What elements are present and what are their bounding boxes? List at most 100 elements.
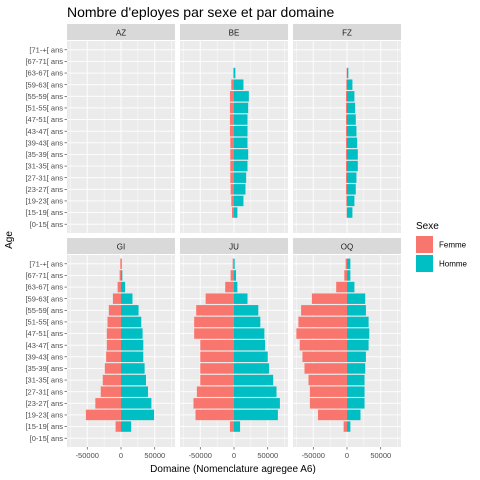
- facet-panel-gi: GI: [67, 238, 175, 447]
- bar-femme: [229, 421, 234, 432]
- bar-femme: [115, 421, 121, 432]
- bar-homme: [347, 421, 351, 432]
- bar-femme: [343, 421, 347, 432]
- bar-homme: [347, 79, 353, 90]
- bar-homme: [234, 328, 265, 339]
- bar-homme: [347, 195, 355, 207]
- bar-femme: [345, 102, 347, 114]
- bar-femme: [196, 305, 234, 316]
- bar-homme: [347, 172, 357, 183]
- bar-femme: [229, 125, 234, 137]
- facet-panel-az: AZ: [67, 24, 175, 233]
- bar-femme: [345, 125, 347, 137]
- bar-femme: [195, 409, 234, 421]
- bar-homme: [121, 328, 143, 339]
- bar-homme: [234, 207, 238, 218]
- y-tick-label: [23-27[ ans: [25, 399, 63, 408]
- bar-homme: [347, 125, 357, 137]
- bar-homme: [234, 258, 235, 270]
- bar-femme: [194, 316, 234, 328]
- bar-homme: [347, 184, 356, 195]
- bar-homme: [121, 293, 133, 304]
- x-tick-label: 50000: [370, 451, 391, 460]
- legend-key-femme: [416, 236, 433, 253]
- y-tick-label: [67-71[ ans: [25, 57, 63, 66]
- legend-label-homme: Homme: [439, 260, 468, 269]
- y-tick-label: [55-59[ ans: [25, 92, 63, 101]
- bar-homme: [347, 91, 355, 102]
- bar-femme: [232, 258, 234, 270]
- facet-strip: [67, 24, 175, 40]
- bar-femme: [344, 270, 347, 281]
- bar-femme: [346, 79, 347, 90]
- bar-femme: [345, 172, 347, 183]
- bar-homme: [234, 67, 236, 79]
- facet-strip-label: GI: [117, 243, 125, 252]
- bar-homme: [121, 316, 142, 328]
- bar-homme: [121, 258, 122, 270]
- chart-title: Nombre d'eployes par sexe et par domaine: [67, 4, 334, 20]
- bar-homme: [234, 386, 277, 397]
- bar-femme: [298, 316, 347, 328]
- x-axis-title: Domaine (Nomenclature agregee A6): [150, 464, 316, 475]
- bar-femme: [193, 398, 234, 409]
- bar-homme: [234, 91, 249, 102]
- bar-homme: [121, 305, 139, 316]
- facet-strip: [293, 24, 401, 40]
- bar-femme: [85, 409, 121, 421]
- bar-femme: [95, 398, 121, 409]
- bar-homme: [347, 351, 366, 363]
- bar-femme: [196, 386, 234, 397]
- bar-homme: [234, 137, 248, 149]
- x-tick-label: 0: [119, 451, 123, 460]
- bar-homme: [347, 363, 366, 374]
- y-tick-label: [23-27[ ans: [25, 185, 63, 194]
- bar-femme: [317, 409, 347, 421]
- bar-femme: [200, 374, 234, 386]
- bar-homme: [121, 339, 144, 351]
- facet-strip: [180, 238, 288, 254]
- facet-panel-be: BE: [180, 24, 288, 233]
- bar-femme: [106, 351, 121, 363]
- bar-homme: [234, 316, 261, 328]
- bar-homme: [347, 207, 353, 218]
- bar-homme: [121, 270, 123, 281]
- bar-femme: [345, 258, 347, 270]
- bar-homme: [347, 281, 355, 293]
- facet-strip-label: OQ: [341, 243, 353, 252]
- y-tick-label: [0-15[ ans: [30, 220, 64, 229]
- bar-homme: [234, 114, 248, 125]
- bar-femme: [309, 386, 347, 397]
- bar-homme: [234, 79, 244, 90]
- bar-femme: [233, 67, 234, 79]
- legend-label-femme: Femme: [439, 241, 467, 250]
- bar-homme: [234, 195, 244, 207]
- y-tick-label: [43-47[ ans: [25, 127, 63, 136]
- bar-femme: [119, 270, 121, 281]
- y-tick-label: [55-59[ ans: [25, 306, 63, 315]
- bar-femme: [345, 91, 347, 102]
- bar-femme: [230, 270, 234, 281]
- bar-homme: [347, 270, 351, 281]
- y-tick-label: [59-63[ ans: [25, 80, 63, 89]
- bar-femme: [194, 328, 234, 339]
- bar-homme: [234, 398, 280, 409]
- bar-femme: [200, 363, 234, 374]
- y-tick-label: [19-23[ ans: [25, 411, 63, 420]
- bar-femme: [311, 293, 347, 304]
- bar-femme: [345, 114, 347, 125]
- bar-femme: [336, 281, 347, 293]
- bar-homme: [121, 374, 146, 386]
- bar-femme: [107, 316, 121, 328]
- bar-homme: [347, 67, 349, 79]
- bar-femme: [345, 160, 347, 172]
- bar-homme: [347, 102, 356, 114]
- x-tick-label: 0: [232, 451, 236, 460]
- legend-title: Sexe: [416, 221, 439, 232]
- bar-femme: [100, 386, 121, 397]
- bar-homme: [121, 409, 155, 421]
- y-tick-label: [31-35[ ans: [25, 162, 63, 171]
- x-tick-label: 0: [345, 451, 349, 460]
- bar-homme: [347, 137, 358, 149]
